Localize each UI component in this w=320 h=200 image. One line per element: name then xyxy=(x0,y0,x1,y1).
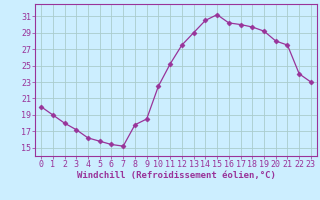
X-axis label: Windchill (Refroidissement éolien,°C): Windchill (Refroidissement éolien,°C) xyxy=(76,171,276,180)
